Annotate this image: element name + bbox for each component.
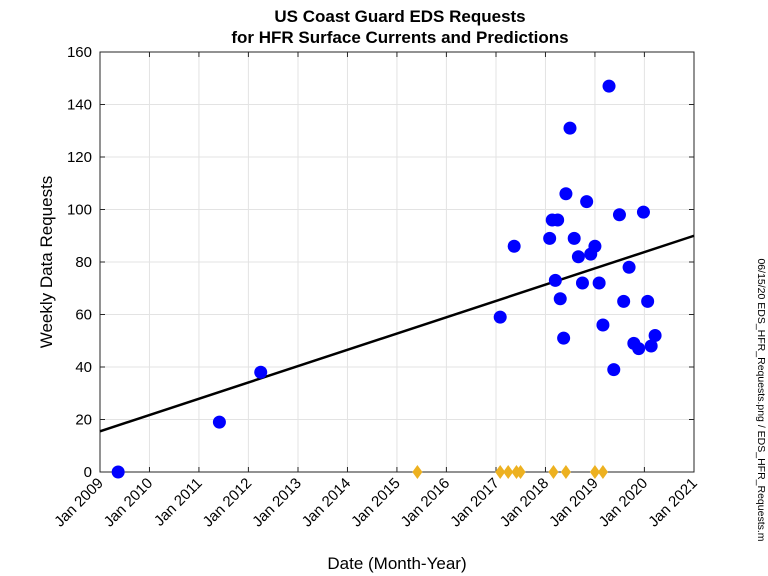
y-tick-label: 120 (67, 149, 92, 166)
data-point (493, 310, 507, 324)
data-point (559, 187, 573, 201)
y-tick-label: 20 (75, 412, 92, 429)
data-point (254, 365, 268, 379)
diamond-marker (495, 465, 506, 479)
data-point (612, 208, 626, 222)
x-tick-label: Jan 2017 (447, 475, 503, 531)
points-layer (111, 79, 662, 479)
data-point (622, 260, 636, 274)
y-tick-labels: 0 20 40 60 80 100 120 140 160 (67, 44, 92, 481)
data-point (588, 239, 602, 253)
y-tick-label: 0 (84, 464, 92, 481)
grid (99, 51, 695, 473)
data-point (592, 276, 606, 290)
diamond-marker (597, 465, 608, 479)
y-tick-label: 100 (67, 202, 92, 219)
data-point (507, 239, 521, 253)
diamond-marker (548, 465, 559, 479)
data-point (602, 79, 616, 93)
x-tick-label: Jan 2016 (398, 475, 454, 531)
data-point (111, 465, 125, 479)
data-point (580, 195, 594, 209)
x-tick-label: Jan 2013 (249, 475, 305, 531)
diamond-marker (412, 465, 423, 479)
diamond-marker (503, 465, 514, 479)
data-point (644, 339, 658, 353)
data-point (548, 273, 562, 287)
data-point (607, 363, 621, 377)
data-point (543, 231, 557, 245)
y-tick-label: 160 (67, 44, 92, 61)
y-axis-label: Weekly Data Requests (37, 176, 56, 349)
data-point (553, 292, 567, 306)
data-point (596, 318, 610, 332)
y-tick-label: 140 (67, 97, 92, 114)
x-tick-label: Jan 2018 (497, 475, 553, 531)
data-point (636, 205, 650, 219)
x-tick-label: Jan 2019 (546, 475, 602, 531)
x-tick-label: Jan 2021 (645, 475, 701, 531)
trendline (99, 234, 695, 433)
data-point (563, 121, 577, 135)
diamond-marker (515, 465, 526, 479)
x-tick-label: Jan 2011 (151, 475, 206, 530)
data-point (212, 415, 226, 429)
y-tick-label: 80 (75, 254, 92, 271)
data-point (567, 231, 581, 245)
chart-title-line-2: for HFR Surface Currents and Predictions (231, 28, 568, 47)
data-point (571, 250, 585, 264)
diamond-marker (589, 465, 600, 479)
chart-title-line-1: US Coast Guard EDS Requests (274, 7, 525, 26)
y-tick-label: 60 (75, 307, 92, 324)
x-tick-label: Jan 2010 (101, 475, 157, 531)
x-tick-label: Jan 2012 (200, 475, 256, 531)
data-point (551, 213, 565, 227)
data-point (617, 294, 631, 308)
data-point (648, 329, 662, 342)
x-axis-label: Date (Month-Year) (327, 554, 466, 573)
data-point (632, 342, 646, 356)
x-tick-label: Jan 2014 (299, 475, 355, 531)
data-point (575, 276, 589, 290)
side-note: 06/15/20 EDS_HFR_Requests.png / EDS_HFR_… (755, 258, 767, 541)
trendline-layer (99, 234, 695, 433)
data-point (557, 331, 571, 345)
x-tick-label: Jan 2020 (596, 475, 652, 531)
x-tick-label: Jan 2015 (348, 475, 404, 531)
data-point (641, 294, 655, 308)
x-tick-label: Jan 2009 (51, 475, 107, 531)
diamond-marker (560, 465, 571, 479)
axis-ticks (99, 51, 695, 473)
y-tick-label: 40 (75, 359, 92, 376)
